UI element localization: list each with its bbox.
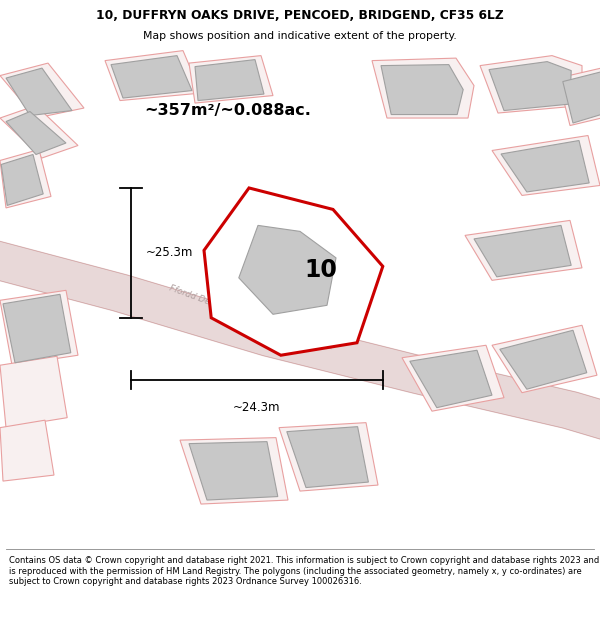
Polygon shape (402, 345, 504, 411)
Polygon shape (410, 350, 492, 408)
Polygon shape (558, 66, 600, 126)
Polygon shape (501, 141, 589, 192)
Polygon shape (0, 356, 67, 428)
Text: Map shows position and indicative extent of the property.: Map shows position and indicative extent… (143, 31, 457, 41)
Polygon shape (0, 291, 78, 365)
Text: 10: 10 (305, 258, 337, 282)
Text: ~25.3m: ~25.3m (146, 246, 193, 259)
Polygon shape (3, 294, 71, 362)
Polygon shape (492, 136, 600, 196)
Text: Ffordd Deri Duffryn / Duffryn Oaks Drive: Ffordd Deri Duffryn / Duffryn Oaks Drive (168, 284, 334, 352)
Polygon shape (195, 59, 264, 101)
Polygon shape (480, 56, 582, 113)
Polygon shape (563, 71, 600, 123)
Polygon shape (180, 438, 288, 504)
Text: ~357m²/~0.088ac.: ~357m²/~0.088ac. (144, 103, 311, 118)
Polygon shape (0, 106, 78, 158)
Polygon shape (189, 56, 273, 103)
Polygon shape (381, 64, 463, 114)
Polygon shape (239, 226, 336, 314)
Polygon shape (0, 240, 600, 440)
Polygon shape (372, 58, 474, 118)
Polygon shape (0, 149, 51, 208)
Polygon shape (474, 226, 571, 277)
Polygon shape (287, 427, 368, 488)
Polygon shape (6, 68, 72, 116)
Polygon shape (489, 62, 571, 111)
Polygon shape (6, 111, 66, 154)
Text: Contains OS data © Crown copyright and database right 2021. This information is : Contains OS data © Crown copyright and d… (9, 556, 599, 586)
Polygon shape (105, 51, 201, 101)
Polygon shape (111, 56, 192, 98)
Polygon shape (0, 420, 54, 481)
Polygon shape (492, 325, 597, 392)
Text: ~24.3m: ~24.3m (233, 401, 281, 414)
Polygon shape (279, 422, 378, 491)
Polygon shape (1, 154, 43, 206)
Polygon shape (465, 221, 582, 281)
Text: 10, DUFFRYN OAKS DRIVE, PENCOED, BRIDGEND, CF35 6LZ: 10, DUFFRYN OAKS DRIVE, PENCOED, BRIDGEN… (96, 9, 504, 22)
Polygon shape (500, 330, 587, 389)
Polygon shape (0, 63, 84, 118)
Polygon shape (189, 442, 278, 500)
Polygon shape (204, 188, 383, 355)
